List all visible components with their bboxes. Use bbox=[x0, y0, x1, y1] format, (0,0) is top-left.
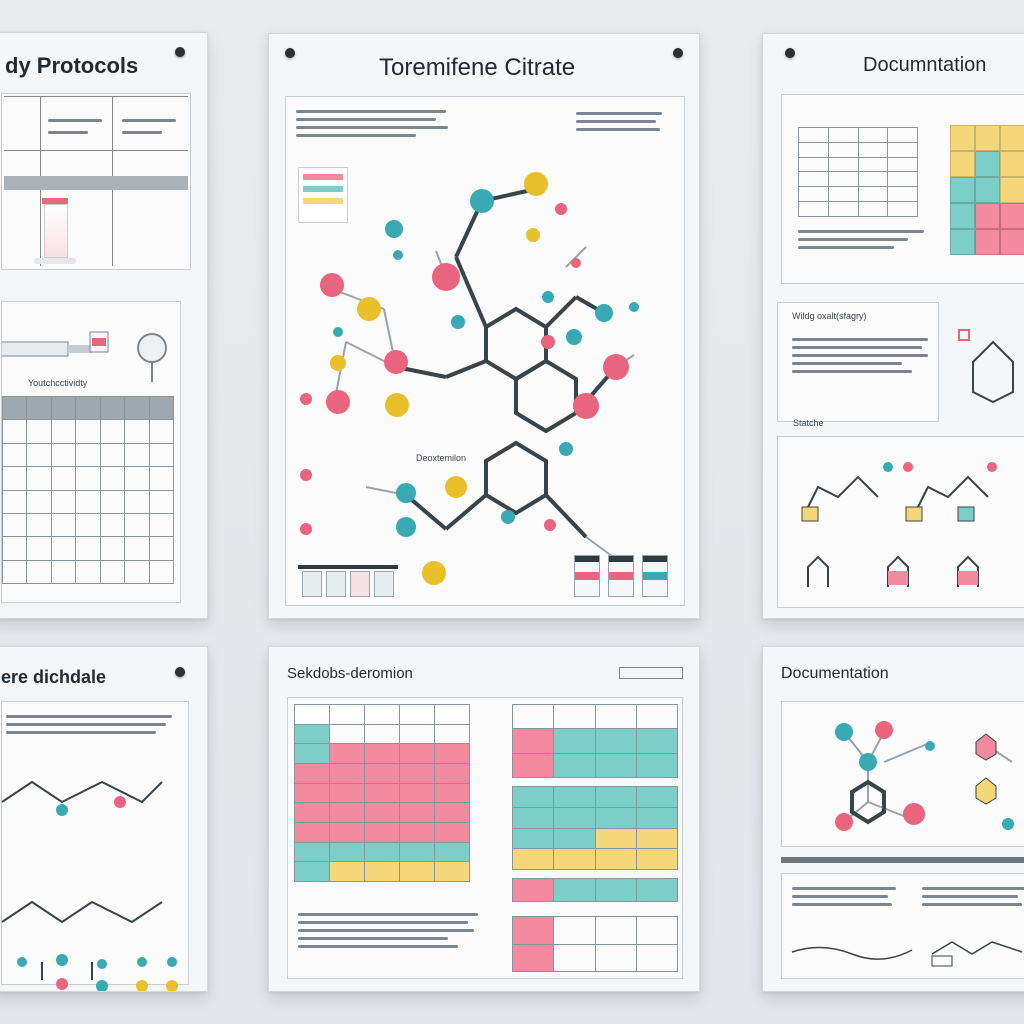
molecule-structure bbox=[300, 172, 639, 585]
protocol-table-panel bbox=[1, 93, 191, 270]
molecule-panel-small bbox=[781, 701, 1024, 847]
info-text-block bbox=[576, 107, 666, 136]
doc-table-panel bbox=[781, 94, 1024, 284]
poster-documentation-bottom: Documentation bbox=[762, 646, 1024, 992]
notes-panel bbox=[781, 873, 1024, 979]
color-table-right-1 bbox=[511, 703, 679, 779]
wave-sketch bbox=[791, 941, 1023, 967]
color-table-right-4 bbox=[511, 916, 679, 972]
molecule-panel: Deoxtemilon bbox=[285, 96, 685, 606]
poster-toremifene: Toremifene Citrate bbox=[268, 33, 700, 619]
section-label: Youtchcctividty bbox=[28, 378, 88, 388]
compound-structures bbox=[801, 462, 997, 587]
poster-title: dy Protocols bbox=[5, 53, 139, 78]
syringe-illustration bbox=[2, 331, 167, 382]
section-label: Wildg oxalt(sfagry) bbox=[792, 311, 867, 321]
vial-row-left bbox=[298, 565, 398, 597]
vial-row-right bbox=[574, 555, 674, 599]
poster-title: Toremifene Citrate bbox=[379, 54, 576, 81]
poster-schedule-tables: Sekdobs-deromion bbox=[268, 646, 700, 992]
color-table-right-2 bbox=[511, 786, 679, 870]
pushpin bbox=[785, 48, 795, 58]
pushpin bbox=[175, 47, 185, 57]
small-table bbox=[798, 127, 918, 217]
molecule-label: Deoxtemilon bbox=[416, 453, 467, 463]
poster-title: ere dichdale bbox=[1, 667, 107, 687]
method-panel: Wildg oxalt(sfagry) bbox=[777, 302, 939, 422]
sub-label: Statche bbox=[793, 418, 824, 428]
syringe-panel: Youtchcctividty bbox=[1, 301, 181, 603]
pushpin bbox=[673, 48, 683, 58]
atom-nodes bbox=[300, 172, 639, 585]
poster-documentation-top: Documntation Wildg oxalt(sfagry) bbox=[762, 33, 1024, 619]
legend-card bbox=[298, 167, 348, 223]
vial-image bbox=[34, 198, 76, 266]
tables-panel bbox=[287, 697, 683, 979]
schedule-panel bbox=[1, 701, 189, 991]
poster-title: Documentation bbox=[781, 665, 889, 682]
header-tag bbox=[619, 667, 683, 679]
color-table-left bbox=[294, 704, 470, 882]
ring-diagram bbox=[958, 329, 1014, 404]
color-table-right-3 bbox=[511, 878, 679, 902]
poster-title: Sekdobs-deromion bbox=[287, 665, 413, 682]
intro-text-block bbox=[296, 105, 456, 142]
heatmap bbox=[950, 125, 1024, 255]
reaction-diagram bbox=[2, 780, 178, 991]
structures-panel bbox=[777, 436, 1024, 608]
pushpin bbox=[285, 48, 295, 58]
poster-chemical-schedule: ere dichdale bbox=[0, 646, 208, 992]
poster-protocols: dy Protocols Youtc bbox=[0, 32, 208, 619]
poster-title: Documntation bbox=[863, 54, 987, 76]
pushpin bbox=[175, 667, 185, 677]
data-table bbox=[1, 395, 175, 585]
molecule-structure-small bbox=[835, 721, 1014, 831]
